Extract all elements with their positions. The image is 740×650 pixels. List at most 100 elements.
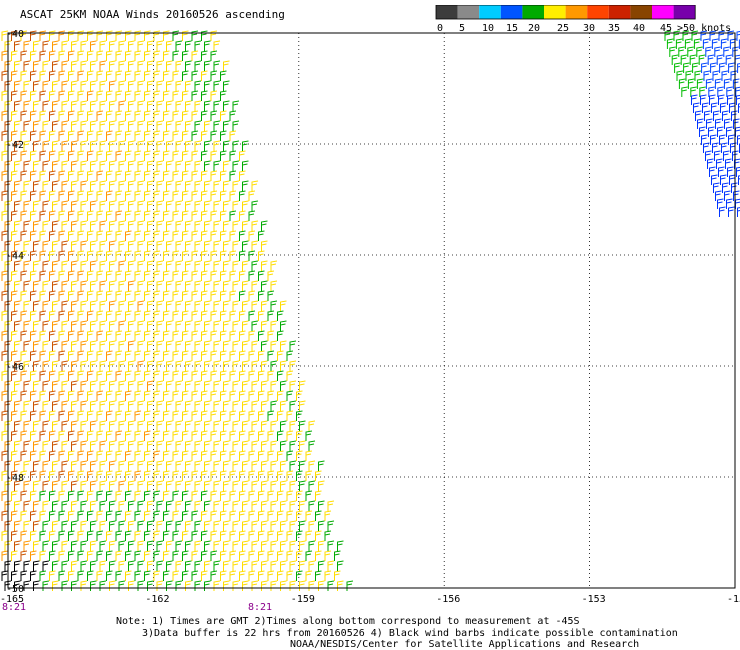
wind-barb [90, 540, 97, 551]
wind-barb [251, 220, 259, 231]
wind-barb [242, 140, 249, 151]
wind-barb [239, 570, 246, 581]
wind-barb [128, 560, 135, 571]
wind-barb [210, 270, 218, 281]
wind-barb [71, 120, 78, 131]
wind-barb [286, 350, 294, 361]
wind-barb [58, 70, 66, 81]
wind-barb [239, 470, 246, 481]
wind-barb [210, 350, 218, 361]
wind-barb [11, 290, 18, 301]
wind-barb [163, 350, 170, 361]
wind-barb [77, 470, 85, 481]
wind-barb [201, 250, 208, 261]
wind-barb [242, 260, 249, 271]
wind-barb [280, 380, 287, 391]
wind-barb [286, 450, 294, 461]
wind-barb [223, 460, 230, 471]
wind-barb [210, 170, 218, 181]
wind-barb [61, 60, 69, 71]
wind-barb [80, 520, 88, 531]
wind-barb [1, 30, 9, 41]
wind-barb [61, 300, 69, 311]
wind-barb [106, 110, 113, 121]
map-title: ASCAT 25KM NOAA Winds 20160526 ascending [20, 8, 285, 21]
wind-barb [109, 60, 116, 71]
wind-barb [90, 40, 97, 51]
wind-barb [99, 320, 107, 331]
wind-barb [39, 510, 47, 521]
wind-barb [33, 500, 40, 511]
wind-barb [137, 560, 145, 571]
wind-barb [684, 38, 692, 49]
wind-barb [20, 270, 28, 281]
wind-barb [77, 490, 85, 501]
wind-barb [172, 430, 180, 441]
wind-barb [258, 330, 265, 341]
wind-barb [106, 30, 113, 41]
wind-barb [201, 190, 208, 201]
wind-barb [144, 110, 151, 121]
wind-barb [166, 120, 173, 131]
wind-barb [191, 450, 199, 461]
wind-barb [277, 330, 284, 341]
wind-barb [144, 410, 151, 421]
wind-barb [90, 320, 97, 331]
wind-barb [194, 220, 202, 231]
legend-swatch [436, 5, 458, 19]
wind-barb [144, 270, 151, 281]
wind-barb [68, 410, 75, 421]
wind-barb [270, 260, 278, 271]
wind-barb [299, 540, 306, 551]
wind-barb [308, 500, 316, 511]
wind-barb [251, 360, 259, 371]
wind-barb [125, 110, 132, 121]
wind-barb [204, 120, 211, 131]
wind-barb [163, 50, 170, 61]
wind-barb [210, 450, 218, 461]
wind-barb [737, 135, 740, 145]
wind-barb [289, 520, 297, 531]
wind-barb [220, 190, 227, 201]
wind-barb [337, 540, 344, 551]
wind-barb [185, 220, 192, 231]
wind-barb [147, 540, 154, 551]
wind-barb [87, 70, 94, 81]
wind-barb [58, 350, 66, 361]
wind-barb [128, 520, 135, 531]
wind-barb [696, 46, 703, 57]
wind-barb [239, 250, 246, 261]
wind-barb [172, 110, 180, 121]
wind-barb [220, 110, 227, 121]
wind-barb [20, 210, 28, 221]
time-label: 8:21 [2, 602, 26, 613]
wind-barb [153, 190, 161, 201]
wind-barb [166, 40, 173, 51]
wind-barb [258, 510, 265, 521]
wind-barb [115, 450, 123, 461]
wind-barb [156, 420, 164, 431]
wind-barb [194, 260, 202, 271]
wind-barb [248, 450, 256, 461]
wind-barb [125, 430, 132, 441]
wind-barb [156, 100, 164, 111]
wind-barb [134, 370, 142, 381]
wind-barb [708, 126, 715, 137]
wind-barb [147, 160, 154, 171]
wind-barb [220, 310, 227, 321]
wind-barb [137, 200, 145, 211]
wind-barb [308, 560, 316, 571]
wind-barb [204, 60, 211, 71]
wind-barb [220, 450, 227, 461]
wind-barb [115, 170, 123, 181]
wind-barb [204, 280, 211, 291]
wind-barb [39, 310, 47, 321]
wind-barb [242, 280, 249, 291]
wind-barb [223, 480, 230, 491]
wind-barb [191, 90, 199, 101]
wind-barb [258, 390, 265, 401]
wind-barb [68, 170, 75, 181]
wind-barb [258, 490, 265, 501]
wind-barb [327, 500, 335, 511]
